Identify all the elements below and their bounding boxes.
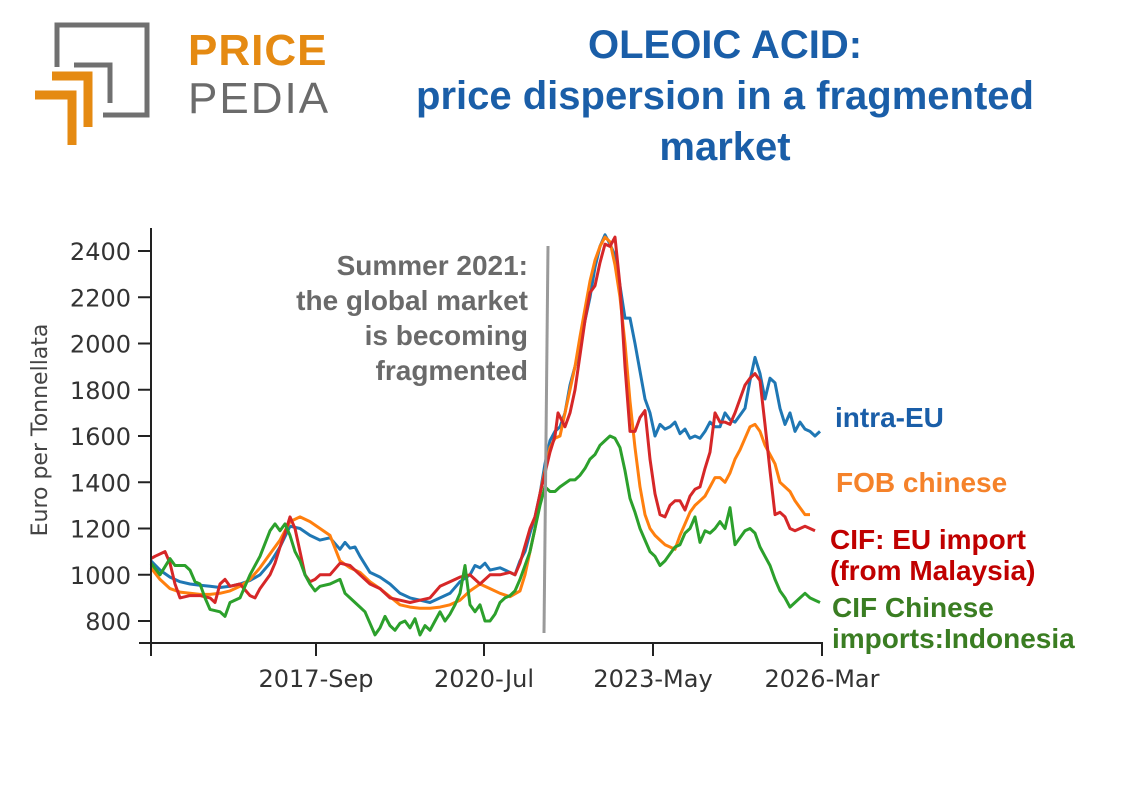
annotation-line-3: is becoming [364, 320, 528, 351]
y-tick-label: 2400 [70, 238, 131, 266]
legend-cif-eu-line-2: (from Malaysia) [830, 555, 1036, 586]
y-tick-label: 800 [85, 608, 131, 636]
logo-mark-icon [35, 22, 150, 145]
legend-cif-eu-import: CIF: EU import (from Malaysia) [830, 524, 1035, 586]
y-tick-label: 2200 [70, 284, 131, 312]
title-line-1: OLEOIC ACID: [587, 23, 863, 67]
legend-cif-eu-line-1: CIF: EU import [830, 524, 1026, 555]
x-tick-label: 2023-May [593, 665, 712, 693]
pricepedia-logo: PRICE PEDIA [30, 20, 328, 150]
x-ticks: 2017-Sep 2020-Jul 2023-May 2026-Mar [150, 643, 880, 693]
series-line-cif-eu-import-from-malaysia- [150, 235, 816, 604]
legend-cif-chinese-imports: CIF Chinese imports:Indonesia [832, 592, 1075, 654]
series-line-cif-chinese-imports-indonesia [149, 434, 821, 637]
y-tick-label: 1600 [70, 423, 131, 451]
x-tick-label: 2020-Jul [434, 665, 534, 693]
legend-cif-cn-line-2: imports:Indonesia [832, 623, 1075, 654]
legend-fob-chinese: FOB chinese [836, 467, 1008, 498]
annotation-marker-line [542, 245, 550, 634]
logo-text-pedia: PEDIA [188, 74, 331, 123]
title-line-2: price dispersion in a fragmented [416, 74, 1034, 118]
y-tick-label: 1000 [70, 562, 131, 590]
series-layer [149, 233, 822, 637]
x-tick-label: 2026-Mar [764, 665, 879, 693]
title-line-3: market [659, 125, 791, 169]
y-tick-label: 1200 [70, 516, 131, 544]
annotation-line-4: fragmented [375, 355, 528, 386]
legend-intra-eu: intra-EU [835, 402, 944, 433]
y-axis-label: Euro per Tonnellata [28, 324, 53, 537]
y-ticks: 800 1000 1200 1400 1600 1800 2000 2200 2400 [70, 238, 151, 636]
annotation-text: Summer 2021: the global market is becomi… [230, 248, 528, 388]
x-tick-label: 2017-Sep [259, 665, 374, 693]
y-tick-label: 2000 [70, 331, 131, 359]
y-tick-label: 1400 [70, 469, 131, 497]
legend-cif-cn-line-1: CIF Chinese [832, 592, 994, 623]
annotation-line-2: the global market [296, 285, 528, 316]
logo-text-price: PRICE [188, 26, 328, 75]
chart-title: OLEOIC ACID: price dispersion in a fragm… [340, 20, 1110, 173]
y-tick-label: 1800 [70, 377, 131, 405]
series-line-fob-chinese [149, 235, 810, 610]
annotation-line-1: Summer 2021: [336, 250, 528, 281]
